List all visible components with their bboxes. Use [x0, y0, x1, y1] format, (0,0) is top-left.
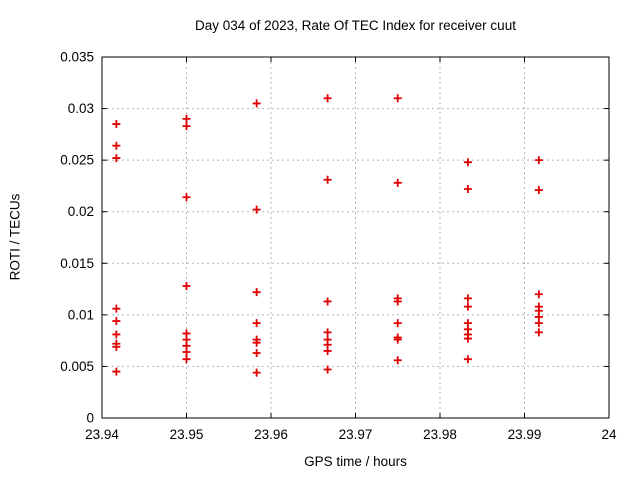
data-point-marker [463, 294, 472, 303]
data-point-marker [252, 99, 261, 108]
y-tick-label: 0.03 [68, 101, 94, 116]
data-point-marker [534, 319, 543, 328]
data-point-marker [323, 328, 332, 337]
data-point-marker [393, 178, 402, 187]
data-point-marker [252, 338, 261, 347]
x-tick-label: 23.97 [339, 427, 373, 442]
data-point-marker [323, 297, 332, 306]
x-tick-label: 24 [601, 427, 617, 442]
data-point-marker [323, 365, 332, 374]
x-tick-label: 23.99 [508, 427, 542, 442]
data-point-marker [463, 302, 472, 311]
data-point-marker [534, 186, 543, 195]
data-point-marker [534, 290, 543, 299]
data-point-marker [323, 175, 332, 184]
data-point-marker [112, 330, 121, 339]
data-point-marker [182, 114, 191, 123]
data-point-marker [463, 334, 472, 343]
data-point-marker [463, 355, 472, 364]
x-tick-label: 23.95 [170, 427, 204, 442]
data-point-marker [112, 304, 121, 313]
data-point-marker [252, 205, 261, 214]
y-tick-label: 0.025 [60, 153, 94, 168]
x-tick-label: 23.96 [254, 427, 288, 442]
data-point-marker [393, 297, 402, 306]
data-point-marker [252, 319, 261, 328]
chart-title: Day 034 of 2023, Rate Of TEC Index for r… [195, 18, 516, 33]
data-point-marker [534, 328, 543, 337]
data-point-marker [534, 156, 543, 165]
data-point-marker [393, 94, 402, 103]
data-point-marker [182, 122, 191, 131]
data-point-marker [252, 368, 261, 377]
x-tick-label: 23.98 [423, 427, 457, 442]
y-tick-label: 0.02 [68, 204, 94, 219]
y-tick-label: 0.01 [68, 307, 94, 322]
data-point-marker [182, 193, 191, 202]
data-point-marker [393, 335, 402, 344]
data-point-marker [112, 342, 121, 351]
data-point-marker [112, 367, 121, 376]
y-tick-label: 0.015 [60, 256, 94, 271]
data-point-marker [393, 319, 402, 328]
data-point-marker [182, 355, 191, 364]
x-axis-label: GPS time / hours [304, 454, 407, 469]
x-tick-label: 23.94 [85, 427, 119, 442]
data-point-marker [182, 347, 191, 356]
data-point-marker [393, 356, 402, 365]
y-tick-label: 0 [86, 411, 94, 426]
data-point-marker [112, 120, 121, 129]
data-point-marker [112, 154, 121, 163]
data-point-marker [323, 94, 332, 103]
data-point-marker [182, 281, 191, 290]
data-point-marker [463, 185, 472, 194]
data-point-marker [252, 288, 261, 297]
y-tick-label: 0.005 [60, 359, 94, 374]
data-point-marker [252, 349, 261, 358]
y-tick-label: 0.035 [60, 50, 94, 65]
data-point-marker [463, 158, 472, 167]
data-point-marker [323, 346, 332, 355]
data-point-marker [112, 141, 121, 150]
data-point-marker [112, 317, 121, 326]
